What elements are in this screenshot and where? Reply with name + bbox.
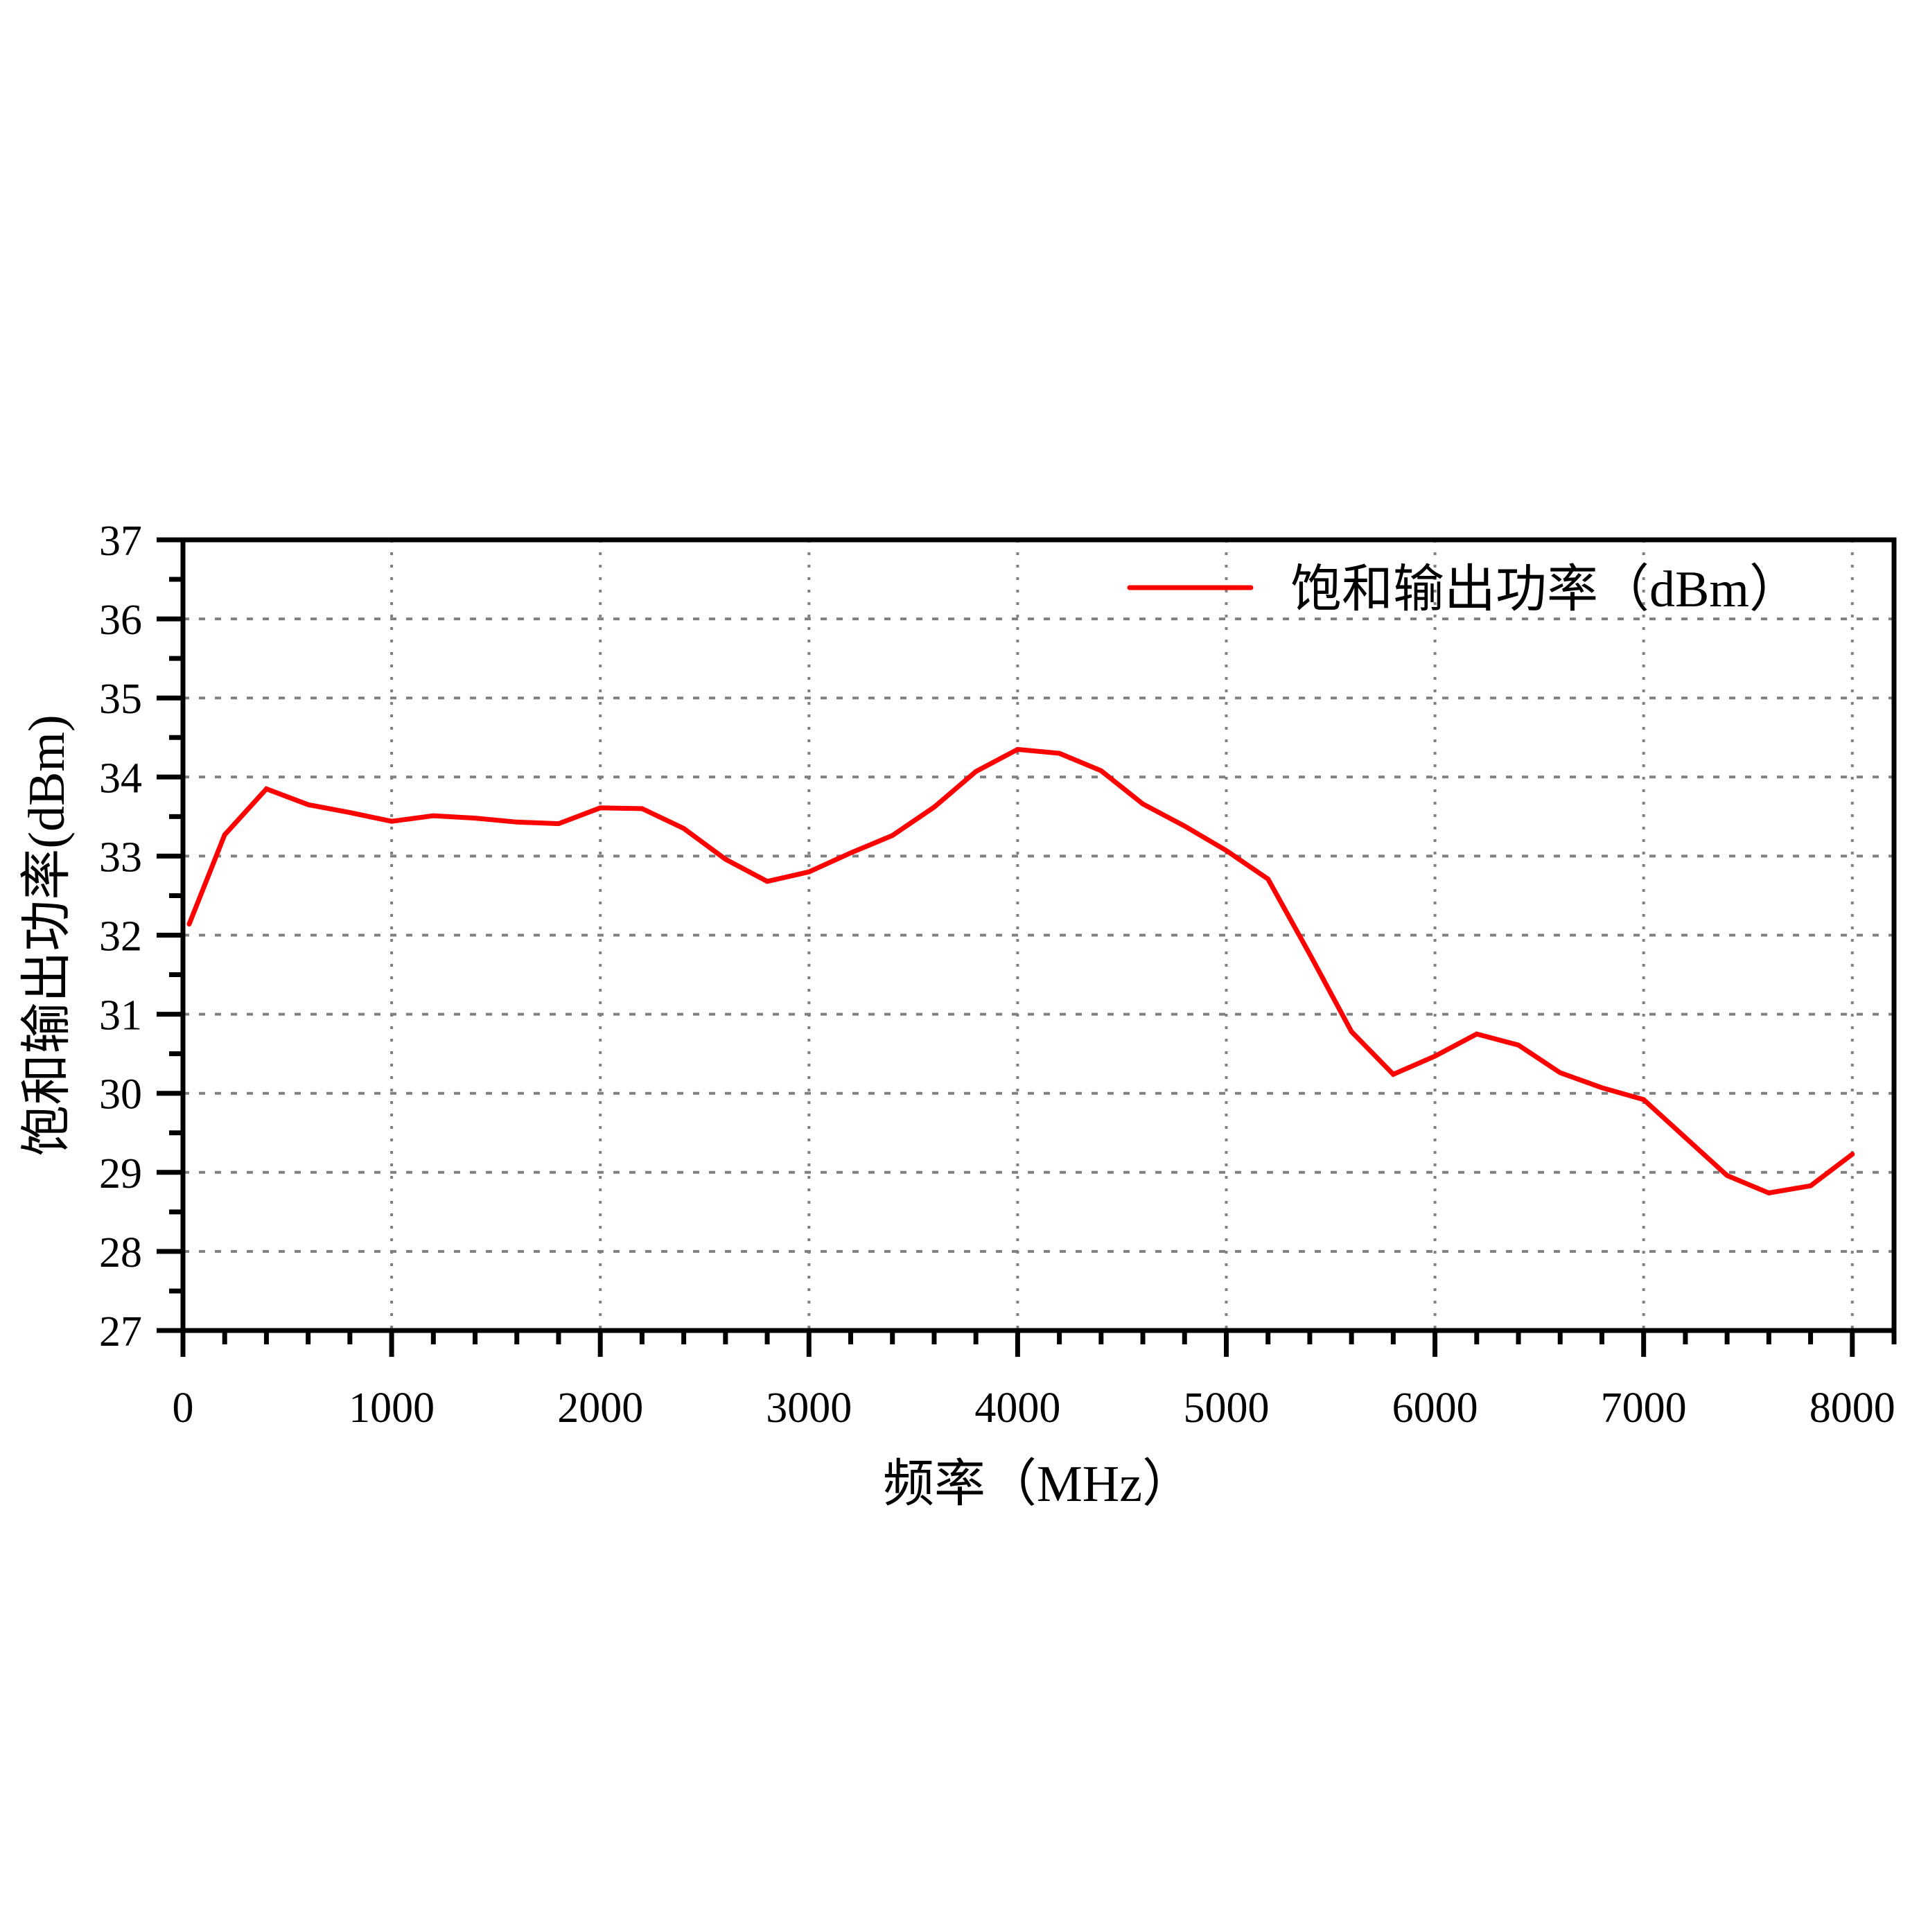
data-series <box>186 746 1855 1196</box>
series-line <box>186 746 1855 1196</box>
legend-label: 饱和输出功率（dBm） <box>1290 561 1800 618</box>
y-tick-label: 27 <box>99 1308 142 1355</box>
y-tick-label: 28 <box>99 1229 142 1276</box>
y-tick-label: 33 <box>99 834 142 881</box>
gridlines <box>183 540 1894 1331</box>
x-tick-label: 0 <box>173 1385 194 1432</box>
y-tick-label: 30 <box>99 1071 142 1118</box>
y-tick-label: 34 <box>99 755 142 802</box>
y-tick-label: 29 <box>99 1150 142 1197</box>
x-tick-label: 3000 <box>766 1385 852 1432</box>
y-tick-label: 31 <box>99 992 142 1039</box>
y-tick-label: 36 <box>99 597 142 644</box>
x-tick-label: 2000 <box>557 1385 643 1432</box>
x-tick-label: 1000 <box>349 1385 435 1432</box>
y-tick-label: 35 <box>99 676 142 723</box>
x-tick-label: 4000 <box>974 1385 1060 1432</box>
x-tick-label: 5000 <box>1183 1385 1269 1432</box>
x-tick-label: 7000 <box>1601 1385 1687 1432</box>
legend: 饱和输出功率（dBm） <box>1127 561 1800 618</box>
x-tick-label: 6000 <box>1392 1385 1478 1432</box>
y-axis-ticks: 27 28 29 30 31 32 33 34 35 36 37 <box>99 518 183 1355</box>
y-tick-label: 32 <box>99 913 142 960</box>
y-tick-label: 37 <box>99 518 142 565</box>
x-axis-ticks: 0 1000 2000 3000 4000 5000 6000 7000 8000 <box>173 1331 1897 1432</box>
y-axis-title: 饱和输出功率(dBm) <box>19 714 76 1156</box>
x-tick-label: 8000 <box>1809 1385 1895 1432</box>
x-axis-title: 频率（MHz） <box>883 1456 1193 1513</box>
